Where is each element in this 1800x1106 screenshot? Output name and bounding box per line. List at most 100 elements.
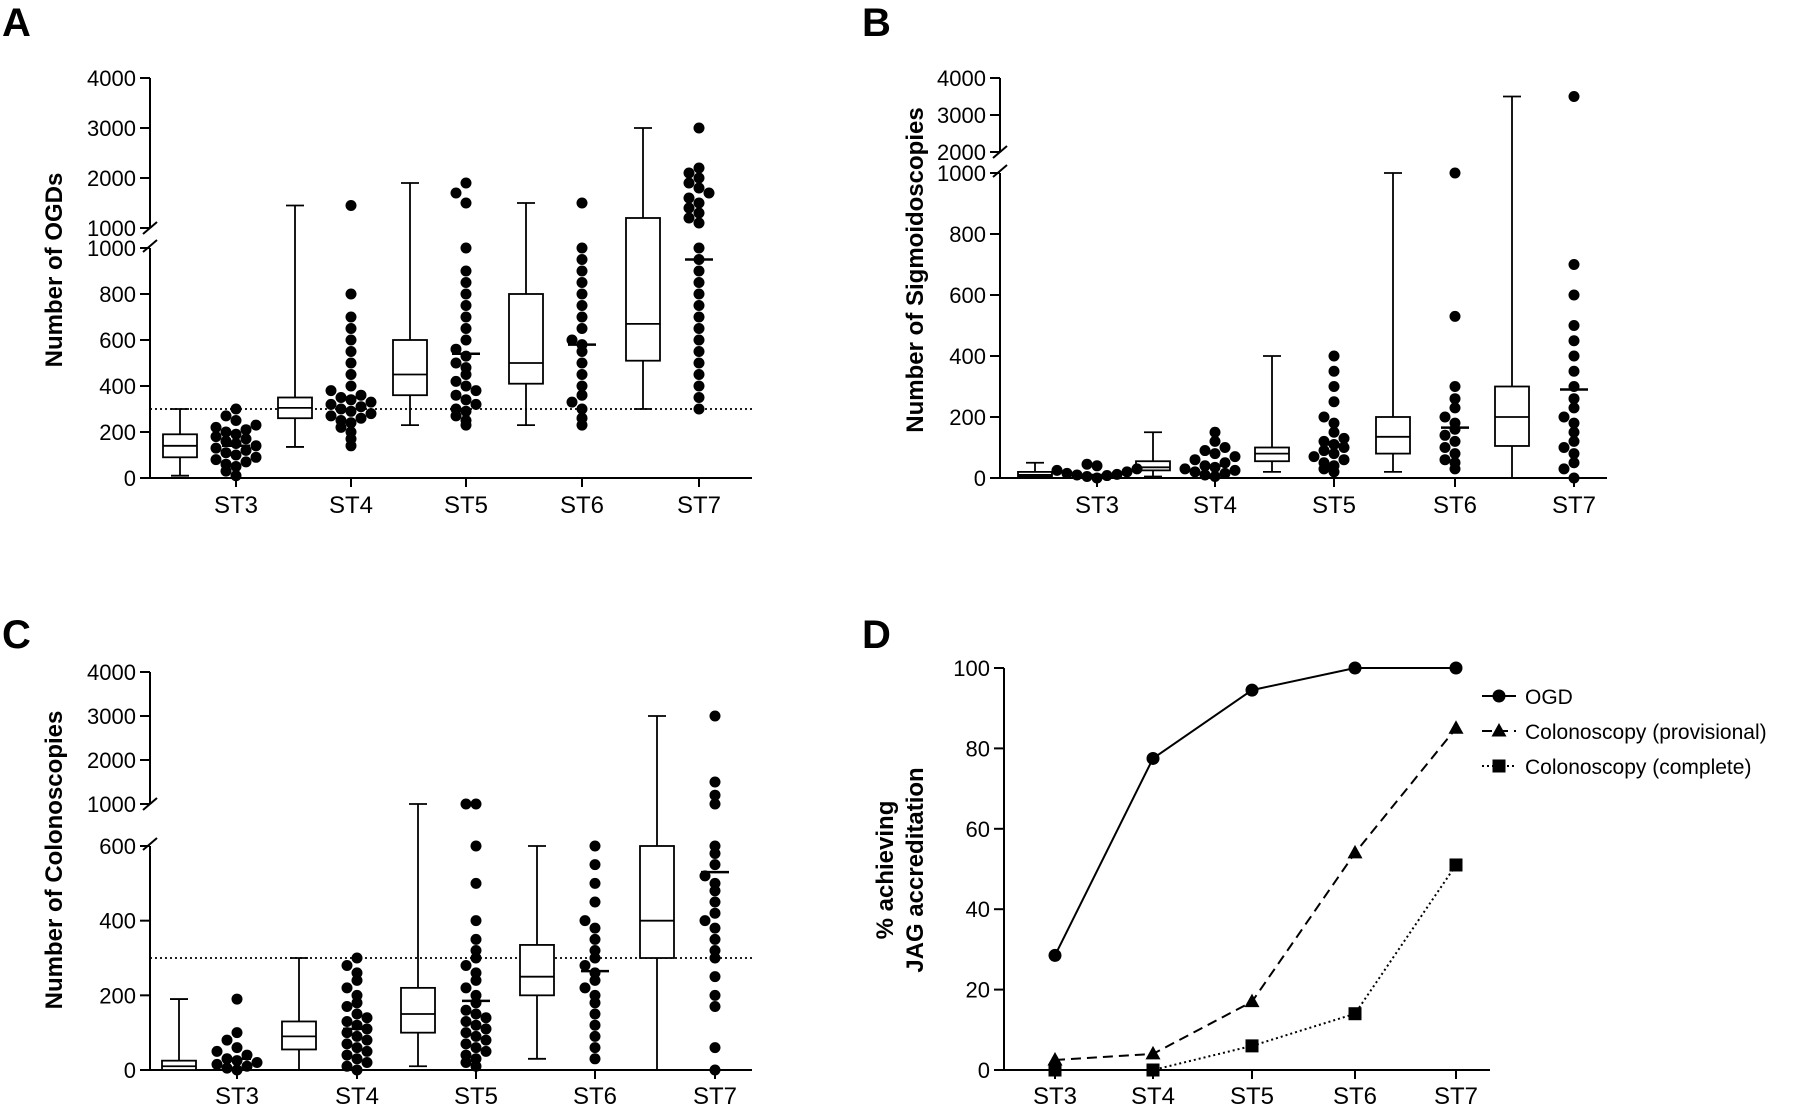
data-point [1111,468,1123,480]
data-point [589,1030,601,1042]
y-tick-label: 100 [953,656,990,681]
data-point [460,1038,472,1050]
marker-circle [1245,683,1259,697]
y-tick-label: 0 [124,1058,136,1083]
data-point [341,982,353,994]
data-point [345,334,357,346]
data-point [1081,470,1093,482]
box-iqr [625,217,661,362]
data-point [211,1058,223,1070]
data-point [325,398,337,410]
data-point [1209,448,1221,460]
data-point [341,1049,353,1061]
data-point [1209,470,1221,482]
data-point [1328,350,1340,362]
data-point [1568,448,1580,460]
data-point [693,334,705,346]
data-point [1199,445,1211,457]
data-point [460,288,472,300]
data-point [1568,259,1580,270]
data-point [480,1023,492,1035]
marker-square [1146,1063,1160,1077]
data-point [345,288,357,300]
data-point [1328,381,1340,392]
data-point [1318,457,1330,469]
data-point [579,982,591,994]
marker-triangle [1244,993,1260,1008]
box-st3 [162,408,198,477]
box-st3 [1017,461,1053,479]
data-point [1328,396,1340,408]
data-point [470,1008,482,1020]
data-point [345,405,357,417]
series-line [1054,727,1457,1061]
data-point [250,440,262,452]
data-point [693,311,705,323]
data-point [709,840,721,852]
box-st6 [1375,172,1411,473]
y-tick-label: 0 [974,466,986,491]
data-point [351,952,363,964]
data-point [470,840,482,852]
data-point [460,277,472,288]
data-point [576,265,588,277]
box-st3 [161,998,197,1071]
x-tick-label: ST3 [1075,492,1119,519]
data-point [589,933,601,945]
legend-label: Colonoscopy (provisional) [1525,721,1767,744]
data-point [460,197,472,209]
data-point [470,398,482,410]
marker-triangle [1047,1051,1063,1066]
data-point [1568,435,1580,447]
x-tick-label: ST5 [1312,492,1356,519]
data-point [335,415,347,426]
data-point [231,1042,243,1054]
box-st7 [1494,95,1530,479]
data-point [1568,320,1580,331]
data-point [345,426,357,438]
data-point [345,380,357,392]
data-point [345,346,357,357]
data-point [576,389,588,401]
data-point [1558,463,1570,475]
panel-letter: B [862,1,891,45]
data-point [1449,457,1461,469]
y-tick-label: 400 [949,344,986,369]
y-tick-label: 1000 [87,792,136,817]
data-point [576,380,588,392]
data-point [709,922,721,934]
y-axis-label: % achieving JAG accreditation [872,767,929,972]
box-st4 [281,957,317,1071]
data-point [1328,448,1340,460]
data-point [576,300,588,311]
marker-triangle [1448,720,1464,734]
y-tick-label: 0 [124,466,136,491]
box-iqr [519,944,555,997]
data-point [460,394,472,406]
data-point [460,1015,472,1027]
data-point [566,334,578,346]
data-point [709,945,721,957]
data-point [470,933,482,945]
x-tick-label: ST5 [1230,1083,1274,1106]
data-point [480,1045,492,1057]
legend-label: OGD [1525,686,1573,709]
data-point [1568,335,1580,347]
data-point [1229,451,1241,463]
data-point [589,840,601,852]
data-point [1558,411,1570,423]
y-tick-label: 200 [99,983,136,1008]
data-point [576,277,588,288]
data-point [480,1034,492,1046]
data-point [220,435,232,447]
x-tick-label: ST4 [335,1083,379,1106]
box-st4 [277,204,313,448]
data-point [693,182,705,194]
data-point [221,1034,233,1046]
x-tick-label: ST7 [693,1083,737,1106]
data-point [699,915,711,927]
data-point [1439,429,1451,441]
data-point [460,798,472,810]
